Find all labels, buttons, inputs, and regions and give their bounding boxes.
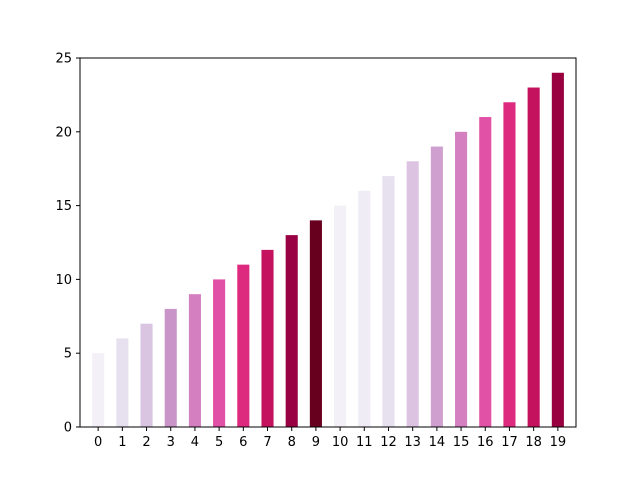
bar-1 (116, 338, 129, 427)
x-tick-label: 6 (239, 435, 247, 450)
x-tick-label: 18 (525, 435, 542, 450)
bar-8 (285, 235, 298, 427)
x-tick-label: 1 (118, 435, 126, 450)
bar-14 (430, 146, 443, 427)
x-tick-label: 2 (142, 435, 150, 450)
x-tick-label: 7 (263, 435, 271, 450)
y-tick-label: 15 (55, 199, 72, 214)
bar-12 (382, 176, 395, 427)
x-tick-label: 19 (550, 435, 567, 450)
bar-0 (92, 353, 105, 427)
bar-3 (164, 308, 177, 427)
bar-6 (237, 264, 250, 427)
bar-16 (479, 117, 492, 427)
x-tick-label: 10 (332, 435, 349, 450)
bar-15 (455, 131, 468, 428)
y-tick-label: 0 (64, 421, 72, 436)
y-tick-label: 10 (55, 273, 72, 288)
bar-11 (358, 190, 371, 427)
y-axis-ticks: 0 5 10 15 20 25 (55, 52, 80, 436)
bar-19 (551, 72, 564, 427)
plot-frame (79, 57, 577, 428)
bar-7 (261, 249, 274, 427)
bar-9 (309, 220, 322, 427)
bar-4 (188, 294, 201, 427)
x-tick-label: 17 (501, 435, 518, 450)
x-tick-label: 12 (380, 435, 397, 450)
x-tick-label: 5 (215, 435, 223, 450)
x-tick-label: 15 (453, 435, 470, 450)
x-axis-ticks: 0 1 2 3 4 5 6 7 8 9 10 11 12 13 14 15 16 17 18 19 (94, 427, 566, 450)
bar-5 (213, 279, 226, 427)
plot-background (80, 58, 576, 427)
bar-10 (334, 205, 347, 427)
y-tick-label: 20 (55, 125, 72, 140)
x-tick-label: 11 (356, 435, 373, 450)
x-tick-label: 13 (404, 435, 421, 450)
bar-18 (527, 87, 540, 428)
x-tick-label: 14 (429, 435, 446, 450)
y-tick-label: 25 (55, 52, 72, 67)
bar-group (92, 72, 564, 428)
x-tick-label: 3 (167, 435, 175, 450)
x-tick-label: 8 (288, 435, 296, 450)
x-tick-label: 9 (312, 435, 320, 450)
x-tick-label: 16 (477, 435, 494, 450)
bar-13 (406, 161, 419, 427)
x-tick-label: 4 (191, 435, 199, 450)
bar-2 (140, 323, 153, 427)
bar-17 (503, 102, 516, 427)
x-tick-label: 0 (94, 435, 102, 450)
y-tick-label: 5 (64, 347, 72, 362)
